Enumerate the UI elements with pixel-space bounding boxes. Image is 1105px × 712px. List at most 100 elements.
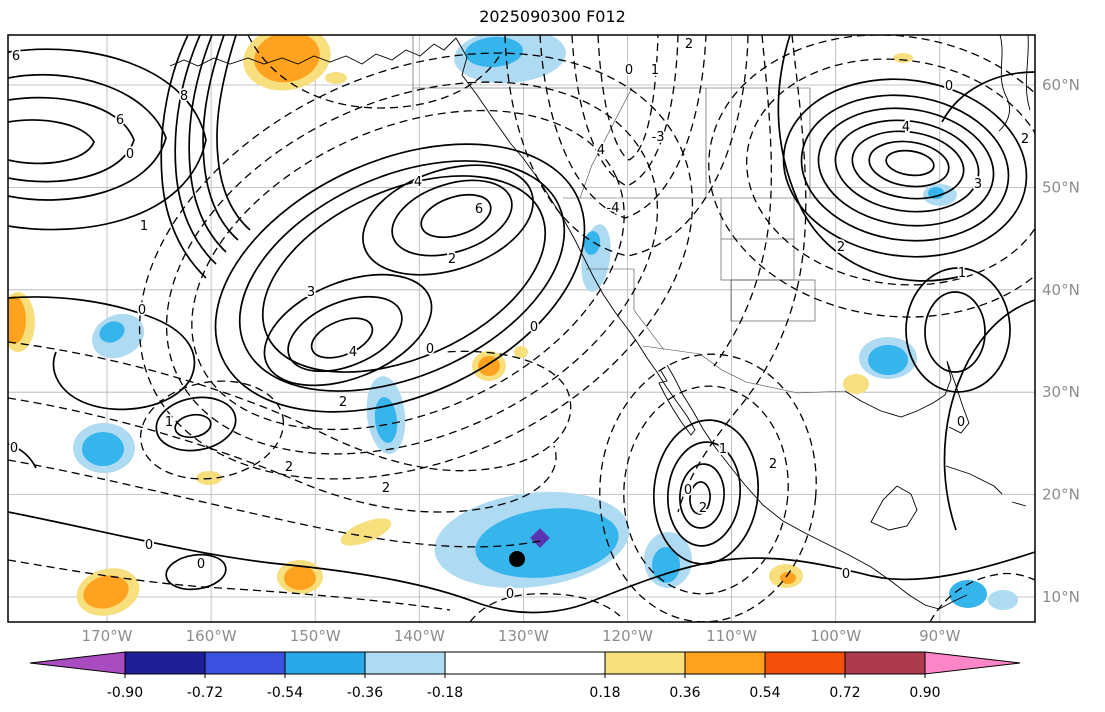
contour-label: 6 bbox=[12, 49, 20, 64]
colorbar-tick-label: 0.18 bbox=[589, 685, 620, 701]
contour-line-solid bbox=[310, 317, 374, 359]
colorbar-over-arrow bbox=[924, 651, 1021, 675]
shaded-region bbox=[82, 432, 124, 466]
contour-line-solid bbox=[8, 48, 207, 231]
shaded-region bbox=[868, 345, 908, 375]
solid-contour-lines bbox=[8, 35, 1035, 614]
shaded-region bbox=[340, 518, 392, 546]
colorbar-tick-label: 0.36 bbox=[669, 685, 700, 701]
border-path bbox=[579, 87, 633, 199]
x-tick-label: 140°W bbox=[394, 627, 445, 645]
colorbar-tick-label: 0.54 bbox=[749, 685, 780, 701]
contour-line-dashed bbox=[708, 35, 1035, 318]
contour-line-solid bbox=[160, 35, 207, 279]
contour-line-solid bbox=[391, 179, 513, 257]
colorbar-segment bbox=[604, 651, 686, 675]
contour-line-solid bbox=[885, 149, 935, 177]
coastline-path bbox=[844, 360, 970, 434]
shaded-region bbox=[893, 53, 913, 63]
contour-line-dashed bbox=[677, 35, 807, 513]
x-tick-label: 110°W bbox=[706, 627, 757, 645]
contour-label: 4 bbox=[902, 120, 910, 135]
contour-line-solid bbox=[851, 130, 965, 200]
contour-label: 1 bbox=[651, 63, 659, 78]
dashed-contour-lines bbox=[8, 35, 1035, 622]
shaded-region bbox=[99, 321, 125, 343]
contour-label: 4 bbox=[414, 175, 422, 190]
shaded-region bbox=[780, 572, 796, 584]
contour-line-dashed bbox=[504, 35, 749, 257]
y-tick-label: 10°N bbox=[1042, 588, 1080, 606]
contour-label: 2 bbox=[1021, 132, 1029, 147]
colorbar-segment bbox=[684, 651, 766, 675]
contour-line-dashed bbox=[713, 35, 772, 367]
contour-label: 0 bbox=[126, 147, 134, 162]
y-tick-label: 50°N bbox=[1042, 178, 1080, 196]
contour-line-solid bbox=[834, 119, 980, 213]
contour-line-dashed bbox=[571, 35, 679, 187]
contour-label: 2 bbox=[685, 37, 693, 52]
shaded-region bbox=[530, 528, 550, 548]
coastline-path bbox=[870, 485, 918, 531]
shaded-region bbox=[465, 36, 523, 68]
contour-line-solid bbox=[261, 175, 547, 373]
contour-line-solid bbox=[782, 78, 1028, 258]
x-tick-label: 90°W bbox=[919, 627, 961, 645]
contour-line-dashed bbox=[8, 559, 451, 611]
y-tick-label: 30°N bbox=[1042, 383, 1080, 401]
colorbar: -0.90 -0.72 -0.54 -0.36 -0.18 0.18 0.36 0.54 0.7… bbox=[29, 651, 1021, 701]
contour-line-dashed bbox=[8, 397, 557, 513]
shaded-region bbox=[988, 590, 1018, 610]
contour-label: 0 bbox=[145, 538, 153, 553]
contour-line-solid bbox=[174, 413, 212, 439]
contour-label: 4 bbox=[597, 143, 605, 158]
contour-line-solid bbox=[8, 511, 1035, 614]
location-marker bbox=[509, 551, 525, 567]
contour-line-solid bbox=[202, 35, 239, 241]
coastline-path bbox=[666, 364, 968, 610]
contour-label: 0 bbox=[625, 63, 633, 78]
contour-line-dashed bbox=[165, 81, 659, 455]
y-tick-label: 60°N bbox=[1042, 76, 1080, 94]
contour-line-solid bbox=[8, 73, 167, 201]
y-tick-label: 40°N bbox=[1042, 281, 1080, 299]
x-tick-label: 130°W bbox=[498, 627, 549, 645]
contour-label: 2 bbox=[837, 240, 845, 255]
contour-line-dashed bbox=[191, 109, 625, 431]
contour-line-solid bbox=[941, 71, 1035, 123]
colorbar-tick-label: -0.36 bbox=[347, 685, 383, 701]
contour-label: 8 bbox=[180, 89, 188, 104]
contour-label: 1 bbox=[165, 415, 173, 430]
contour-line-solid bbox=[868, 140, 950, 188]
colorbar-tick-label: 0.72 bbox=[829, 685, 860, 701]
shaded-region bbox=[8, 296, 26, 344]
coastline-path bbox=[455, 37, 696, 436]
contour-label: 3 bbox=[307, 285, 315, 300]
contour-label: 1 bbox=[719, 442, 727, 457]
shaded-region bbox=[83, 575, 129, 609]
contour-line-solid bbox=[8, 119, 95, 165]
x-tick-label: 150°W bbox=[290, 627, 341, 645]
x-tick-label: 160°W bbox=[186, 627, 237, 645]
contour-line-solid bbox=[155, 396, 237, 452]
contour-line-dashed bbox=[746, 58, 1035, 286]
shaded-anomaly-regions bbox=[8, 35, 1018, 616]
contour-line-solid bbox=[943, 299, 1035, 531]
border-path bbox=[642, 345, 846, 394]
colorbar-tick-label: -0.72 bbox=[187, 685, 223, 701]
contour-line-solid bbox=[817, 107, 995, 227]
contour-label: 2 bbox=[448, 252, 456, 267]
contour-line-dashed bbox=[8, 341, 572, 472]
colorbar-segment bbox=[124, 651, 206, 675]
contour-label: 0 bbox=[426, 342, 434, 357]
figure-title: 2025090300 F012 bbox=[479, 7, 626, 26]
contour-line-solid bbox=[777, 35, 963, 282]
x-tick-label: 120°W bbox=[602, 627, 653, 645]
contour-label: 1 bbox=[958, 266, 966, 281]
contour-label: 3 bbox=[974, 177, 982, 192]
contour-label: 0 bbox=[684, 483, 692, 498]
contour-label: 1 bbox=[140, 219, 148, 234]
colorbar-under-arrow bbox=[29, 651, 126, 675]
